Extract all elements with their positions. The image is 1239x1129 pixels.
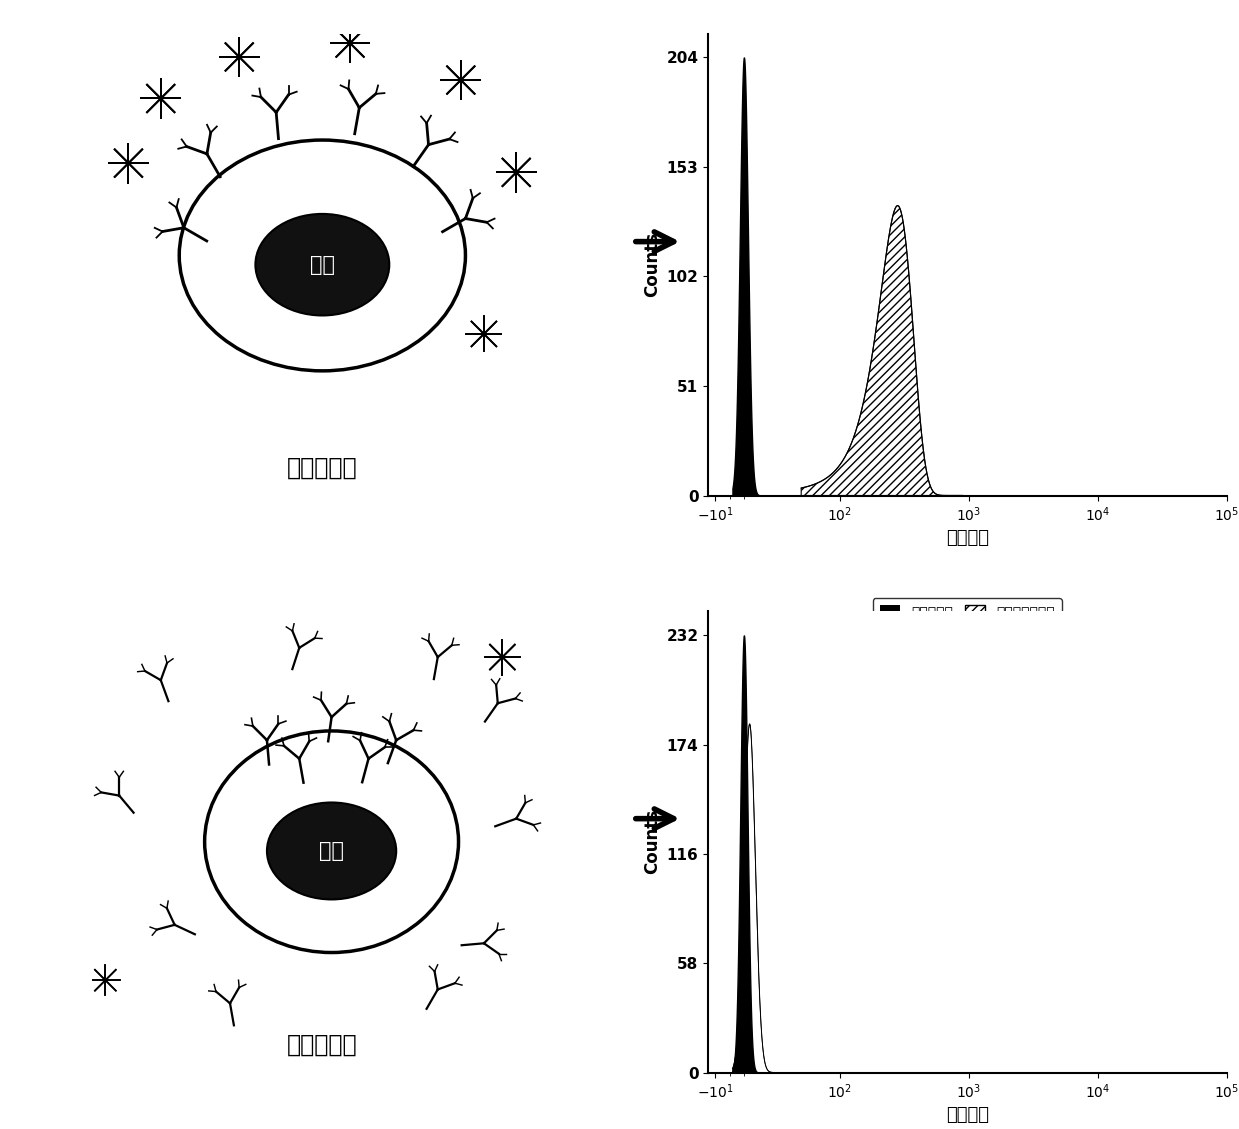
X-axis label: 荧光强度: 荧光强度 [945,1106,989,1124]
Text: 细胞: 细胞 [310,255,335,274]
Ellipse shape [180,140,466,370]
Y-axis label: Counts: Counts [643,233,660,297]
Ellipse shape [266,803,396,900]
Text: 细胞: 细胞 [320,841,344,861]
Text: 中和抗体组: 中和抗体组 [287,1033,358,1057]
X-axis label: 荧光强度: 荧光强度 [945,530,989,548]
Text: 未加抗体组: 未加抗体组 [287,456,358,480]
Ellipse shape [204,730,458,953]
Legend: 阴性对照组, 不加中和抗体组: 阴性对照组, 不加中和抗体组 [872,598,1062,627]
Y-axis label: Counts: Counts [643,809,660,874]
Ellipse shape [255,213,389,315]
